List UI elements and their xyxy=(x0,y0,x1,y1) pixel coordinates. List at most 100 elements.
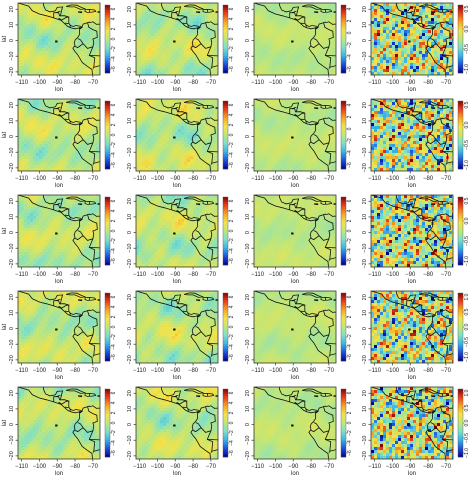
heatmap-cell xyxy=(299,42,303,46)
coastline-path xyxy=(310,43,320,49)
heatmap-cell xyxy=(317,132,321,136)
colorbar-segment xyxy=(458,32,463,35)
heatmap-cell xyxy=(169,54,173,58)
heatmap-cell xyxy=(18,168,22,171)
heatmap-cell xyxy=(90,60,94,64)
heatmap-cell xyxy=(278,15,282,19)
heatmap-cell xyxy=(326,12,330,16)
heatmap-cell xyxy=(413,12,417,16)
heatmap-cell xyxy=(33,99,37,103)
heatmap-cell xyxy=(287,63,291,67)
heatmap-cell xyxy=(145,48,149,52)
heatmap-cell xyxy=(260,126,264,130)
heatmap-cell xyxy=(99,63,100,67)
colorbar-tick-label: −2 xyxy=(347,42,353,48)
heatmap-cell xyxy=(54,114,58,118)
heatmap-cell xyxy=(18,9,22,13)
heatmap-cell xyxy=(57,135,61,139)
heatmap-cell xyxy=(39,123,43,127)
heatmap-cell xyxy=(440,39,444,43)
heatmap-cell xyxy=(160,69,164,73)
heatmap-cell xyxy=(202,123,206,127)
heatmap-cell xyxy=(72,60,76,64)
heatmap-cell xyxy=(69,156,73,160)
heatmap-cell xyxy=(190,39,194,43)
heatmap-cell xyxy=(33,168,37,171)
heatmap-cell xyxy=(93,42,97,46)
heatmap-cell xyxy=(93,105,97,109)
coastline-path xyxy=(206,9,209,13)
heatmap-cell xyxy=(148,129,152,133)
colorbar-tick-label: 6 xyxy=(229,103,235,106)
heatmap-cell xyxy=(260,123,264,127)
heatmap-cell xyxy=(45,138,49,142)
heatmap-cell xyxy=(410,3,414,7)
heatmap-cell xyxy=(404,54,408,58)
heatmap-cell xyxy=(172,54,176,58)
heatmap-cell xyxy=(371,60,375,64)
heatmap-cell xyxy=(386,18,390,22)
heatmap-cell xyxy=(214,108,218,112)
heatmap-cell xyxy=(36,105,40,109)
heatmap-cell xyxy=(266,66,270,70)
heatmap-cell xyxy=(428,42,432,46)
heatmap-cell xyxy=(332,129,336,133)
heatmap-cell xyxy=(24,48,28,52)
heatmap-cell xyxy=(214,114,218,118)
heatmap-cell xyxy=(24,27,28,31)
heatmap-cell xyxy=(205,108,209,112)
heatmap-cell xyxy=(60,3,64,7)
heatmap-cell xyxy=(184,168,188,171)
heatmap-cell xyxy=(335,48,336,52)
heatmap-cell xyxy=(154,57,158,61)
heatmap-cell xyxy=(90,132,94,136)
heatmap-cell xyxy=(181,114,185,118)
colorbar-segment xyxy=(105,129,110,132)
heatmap-cell xyxy=(422,21,426,25)
heatmap-cell xyxy=(36,159,40,163)
heatmap-cell xyxy=(172,153,176,157)
heatmap-cell xyxy=(33,138,37,142)
heatmap-cell xyxy=(326,72,330,75)
x-tick-label: −110 xyxy=(15,176,29,182)
x-tick-label: −90 xyxy=(170,176,181,182)
heatmap-cell xyxy=(151,150,155,154)
heatmap-cell xyxy=(78,147,82,151)
heatmap-cell xyxy=(96,168,100,171)
colorbar-segment xyxy=(223,44,228,47)
heatmap-cell xyxy=(308,126,312,130)
heatmap-cell xyxy=(254,102,258,106)
colorbar-segment xyxy=(223,143,228,146)
heatmap-cell xyxy=(42,138,46,142)
heatmap-cell xyxy=(314,51,318,55)
heatmap-cell xyxy=(416,54,420,58)
heatmap-cell xyxy=(157,147,161,151)
heatmap-cell xyxy=(446,36,450,40)
heatmap-cell xyxy=(36,6,40,10)
heatmap-cell xyxy=(196,6,200,10)
heatmap-cell xyxy=(187,30,191,34)
heatmap-cell xyxy=(199,129,203,133)
heatmap-cell xyxy=(172,126,176,130)
colorbar-segment xyxy=(223,35,228,38)
heatmap-cell xyxy=(166,162,170,166)
heatmap-cell xyxy=(208,15,212,19)
heatmap-cell xyxy=(205,123,209,127)
heatmap-cell xyxy=(57,165,61,169)
heatmap-cell xyxy=(211,42,215,46)
heatmap-cell xyxy=(33,117,37,121)
heatmap-cell xyxy=(428,33,432,37)
heatmap-cell xyxy=(166,27,170,31)
heatmap-cell xyxy=(196,18,200,22)
heatmap-cell xyxy=(196,69,200,73)
heatmap-cell xyxy=(145,159,149,163)
heatmap-cell xyxy=(175,111,179,115)
heatmap-cell xyxy=(81,165,85,169)
heatmap-cell xyxy=(205,51,209,55)
heatmap-cell xyxy=(87,135,91,139)
heatmap-cell xyxy=(160,105,164,109)
heatmap-cell xyxy=(18,114,22,118)
heatmap-cell xyxy=(78,54,82,58)
heatmap-cell xyxy=(136,42,140,46)
colorbar-segment xyxy=(223,66,228,69)
